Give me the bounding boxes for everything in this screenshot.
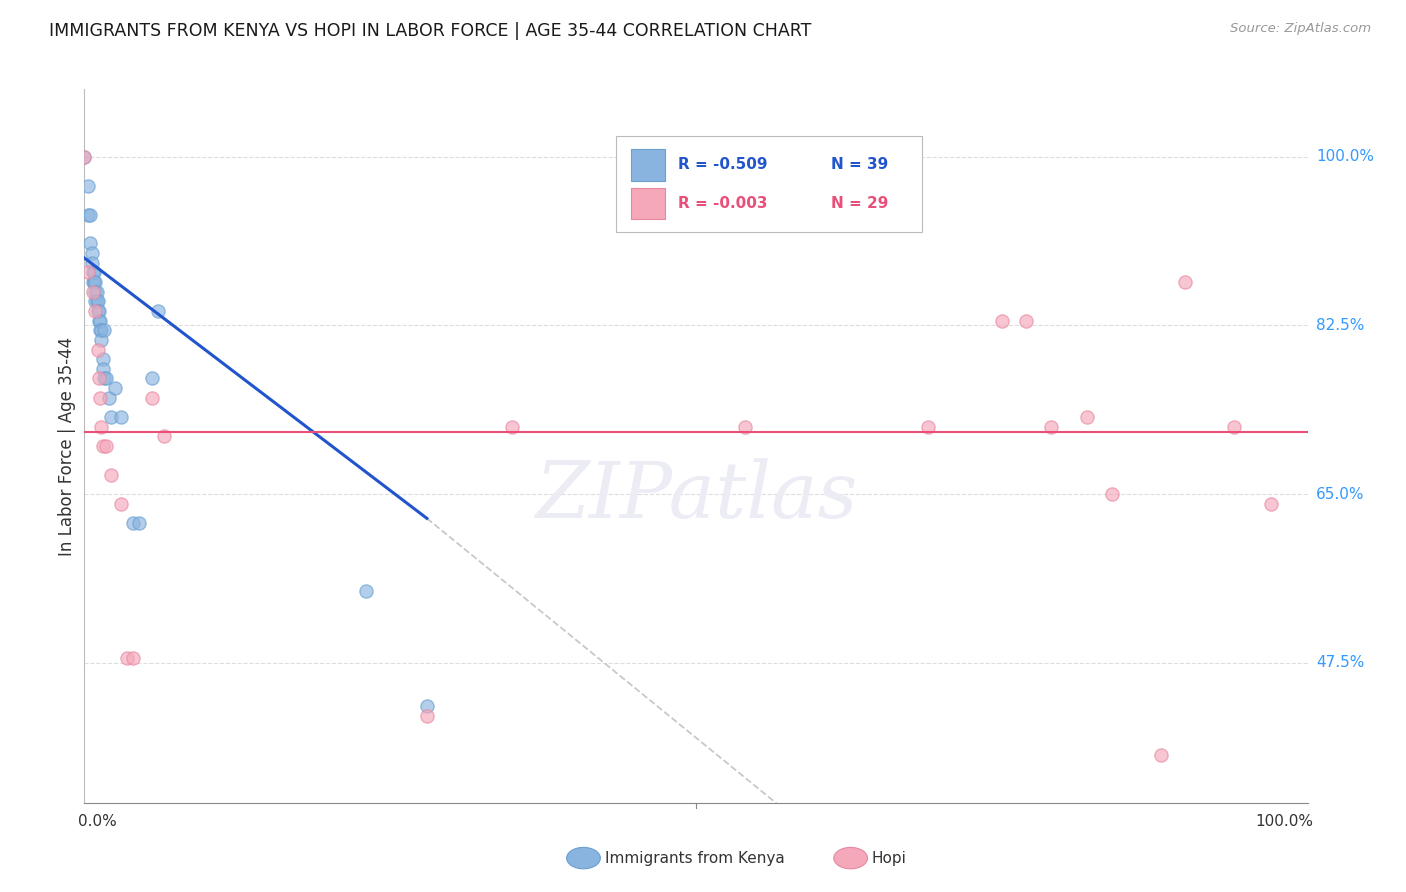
FancyBboxPatch shape: [631, 149, 665, 180]
Text: Source: ZipAtlas.com: Source: ZipAtlas.com: [1230, 22, 1371, 36]
Text: IMMIGRANTS FROM KENYA VS HOPI IN LABOR FORCE | AGE 35-44 CORRELATION CHART: IMMIGRANTS FROM KENYA VS HOPI IN LABOR F…: [49, 22, 811, 40]
Point: [122, 651, 145, 665]
Point: [82, 265, 104, 279]
Point: [89, 323, 111, 337]
Point: [96, 439, 118, 453]
Text: Immigrants from Kenya: Immigrants from Kenya: [605, 851, 785, 865]
Point: [93, 323, 115, 337]
Point: [146, 304, 169, 318]
Y-axis label: In Labor Force | Age 35-44: In Labor Force | Age 35-44: [58, 336, 76, 556]
Text: 65.0%: 65.0%: [1316, 487, 1364, 501]
Point: [83, 275, 105, 289]
Text: R = -0.509: R = -0.509: [678, 157, 768, 172]
Text: N = 29: N = 29: [831, 196, 889, 211]
Point: [87, 304, 110, 318]
Point: [73, 150, 96, 164]
Point: [100, 467, 122, 482]
Point: [87, 313, 110, 327]
Point: [84, 294, 107, 309]
Text: ZIPatlas: ZIPatlas: [534, 458, 858, 534]
Text: Hopi: Hopi: [872, 851, 907, 865]
Text: 100.0%: 100.0%: [1316, 149, 1374, 164]
Point: [84, 285, 107, 299]
Point: [89, 313, 111, 327]
Point: [1039, 419, 1062, 434]
Point: [80, 246, 103, 260]
Point: [1076, 410, 1098, 425]
Point: [90, 323, 112, 337]
Point: [917, 419, 939, 434]
Point: [104, 381, 127, 395]
Point: [100, 410, 122, 425]
Text: N = 39: N = 39: [831, 157, 887, 172]
Point: [1174, 275, 1197, 289]
Point: [1015, 313, 1038, 327]
Point: [354, 583, 377, 598]
Point: [87, 371, 110, 385]
Point: [73, 150, 96, 164]
Point: [153, 429, 176, 443]
Point: [90, 333, 112, 347]
Point: [91, 352, 114, 367]
Point: [1101, 487, 1123, 501]
Point: [96, 371, 118, 385]
Point: [141, 391, 163, 405]
Point: [416, 699, 439, 714]
Point: [1150, 747, 1173, 762]
Point: [141, 371, 163, 385]
Point: [86, 285, 108, 299]
Text: 100.0%: 100.0%: [1256, 814, 1313, 830]
Point: [734, 419, 756, 434]
Point: [80, 256, 103, 270]
Point: [1223, 419, 1246, 434]
Point: [90, 419, 112, 434]
Point: [91, 439, 114, 453]
Point: [89, 391, 111, 405]
Point: [990, 313, 1012, 327]
Point: [84, 304, 107, 318]
Point: [97, 391, 120, 405]
Point: [128, 516, 150, 530]
Text: R = -0.003: R = -0.003: [678, 196, 768, 211]
Point: [110, 497, 132, 511]
Point: [77, 178, 100, 193]
Text: 82.5%: 82.5%: [1316, 318, 1364, 333]
Point: [79, 208, 101, 222]
Point: [416, 709, 439, 723]
Point: [501, 419, 523, 434]
Point: [82, 285, 104, 299]
FancyBboxPatch shape: [631, 187, 665, 219]
Point: [93, 371, 115, 385]
Point: [79, 236, 101, 251]
Point: [82, 275, 104, 289]
Point: [115, 651, 138, 665]
FancyBboxPatch shape: [616, 136, 922, 232]
Point: [84, 275, 107, 289]
Point: [77, 265, 100, 279]
Point: [122, 516, 145, 530]
Point: [1260, 497, 1282, 511]
Point: [91, 362, 114, 376]
Point: [83, 265, 105, 279]
Point: [87, 343, 110, 357]
Point: [86, 294, 108, 309]
Text: 0.0%: 0.0%: [79, 814, 117, 830]
Text: 47.5%: 47.5%: [1316, 656, 1364, 671]
Point: [87, 304, 110, 318]
Point: [87, 294, 110, 309]
Point: [110, 410, 132, 425]
Point: [77, 208, 100, 222]
